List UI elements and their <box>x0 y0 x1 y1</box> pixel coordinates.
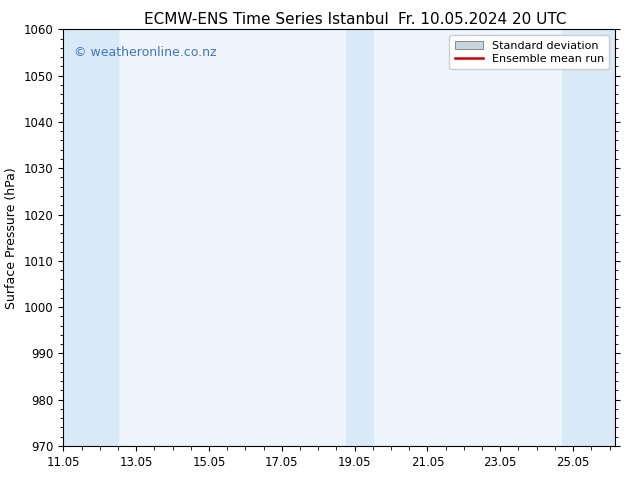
Y-axis label: Surface Pressure (hPa): Surface Pressure (hPa) <box>5 167 18 309</box>
Bar <box>63 29 118 446</box>
Bar <box>562 29 615 446</box>
Text: ECMW-ENS Time Series Istanbul: ECMW-ENS Time Series Istanbul <box>144 12 389 27</box>
Text: © weatheronline.co.nz: © weatheronline.co.nz <box>74 46 217 59</box>
Legend: Standard deviation, Ensemble mean run: Standard deviation, Ensemble mean run <box>450 35 609 70</box>
Bar <box>346 29 373 446</box>
Text: Fr. 10.05.2024 20 UTC: Fr. 10.05.2024 20 UTC <box>398 12 566 27</box>
